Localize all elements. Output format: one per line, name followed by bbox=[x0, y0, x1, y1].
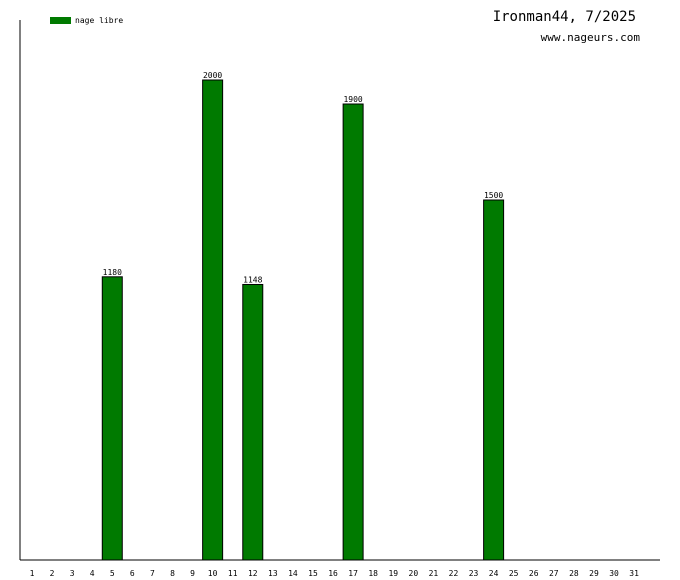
bar-value-label: 1148 bbox=[243, 275, 262, 284]
x-tick-label: 11 bbox=[228, 569, 238, 578]
bar bbox=[101, 276, 123, 561]
legend-label: nage libre bbox=[75, 16, 124, 25]
x-tick-label: 4 bbox=[90, 569, 95, 578]
x-tick-label: 24 bbox=[489, 569, 499, 578]
bar-value-label: 1180 bbox=[103, 268, 122, 277]
bar bbox=[483, 199, 505, 561]
x-tick-label: 21 bbox=[429, 569, 439, 578]
x-tick-label: 2 bbox=[50, 569, 55, 578]
x-tick-label: 5 bbox=[110, 569, 115, 578]
x-tick-label: 14 bbox=[288, 569, 298, 578]
x-tick-label: 22 bbox=[449, 569, 459, 578]
site-url: www.nageurs.com bbox=[540, 31, 640, 44]
chart-title: Ironman44, 7/2025 bbox=[492, 9, 636, 25]
bar-value-label: 1900 bbox=[343, 95, 362, 104]
x-tick-label: 28 bbox=[569, 569, 579, 578]
x-tick-label: 12 bbox=[248, 569, 258, 578]
bar bbox=[342, 103, 364, 561]
legend: nage libre bbox=[50, 16, 123, 25]
x-tick-label: 23 bbox=[469, 569, 479, 578]
x-tick-label: 9 bbox=[190, 569, 195, 578]
x-tick-label: 7 bbox=[150, 569, 155, 578]
x-tick-label: 13 bbox=[268, 569, 278, 578]
bar-value-label: 1500 bbox=[484, 191, 503, 200]
x-tick-label: 27 bbox=[549, 569, 559, 578]
x-tick-label: 8 bbox=[170, 569, 175, 578]
x-tick-label: 6 bbox=[130, 569, 135, 578]
x-tick-label: 15 bbox=[308, 569, 318, 578]
legend-swatch bbox=[50, 17, 71, 24]
x-tick-label: 3 bbox=[70, 569, 75, 578]
x-tick-label: 29 bbox=[589, 569, 599, 578]
x-tick-label: 19 bbox=[388, 569, 398, 578]
x-tick-label: 17 bbox=[348, 569, 358, 578]
x-tick-label: 10 bbox=[208, 569, 218, 578]
bar bbox=[202, 79, 224, 561]
x-tick-label: 18 bbox=[368, 569, 378, 578]
x-tick-label: 30 bbox=[609, 569, 619, 578]
x-tick-label: 20 bbox=[409, 569, 419, 578]
bar-value-label: 2000 bbox=[203, 71, 222, 80]
x-tick-label: 31 bbox=[629, 569, 639, 578]
x-tick-label: 26 bbox=[529, 569, 539, 578]
x-tick-label: 1 bbox=[30, 569, 35, 578]
x-tick-label: 16 bbox=[328, 569, 338, 578]
bar bbox=[242, 283, 264, 561]
x-tick-label: 25 bbox=[509, 569, 519, 578]
